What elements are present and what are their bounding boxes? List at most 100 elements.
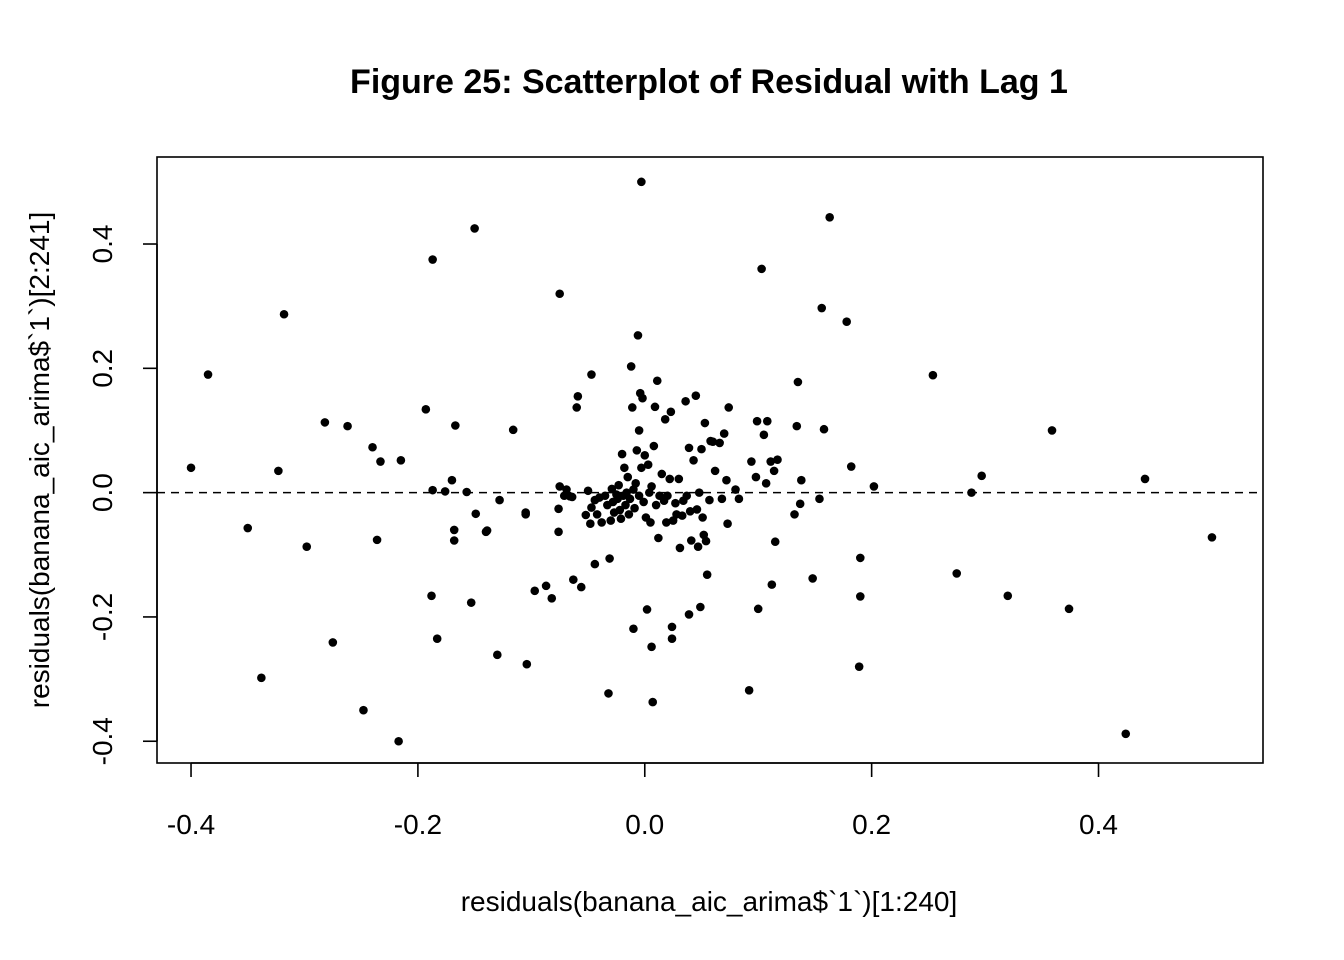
data-point: [757, 264, 766, 274]
data-point: [660, 414, 670, 424]
data-point: [647, 642, 656, 652]
data-point: [665, 474, 675, 484]
data-point: [817, 303, 827, 313]
y-tick-label: 0.0: [87, 473, 118, 512]
data-point: [470, 224, 479, 233]
data-point: [651, 500, 661, 510]
data-point: [734, 494, 744, 504]
data-point: [681, 396, 690, 406]
data-point: [675, 543, 685, 553]
data-point: [432, 634, 442, 643]
data-point: [637, 463, 646, 473]
x-axis-label: residuals(banana_aic_arima$`1`)[1:240]: [461, 886, 958, 917]
data-point: [846, 462, 856, 471]
data-point: [508, 425, 518, 435]
data-point: [952, 569, 962, 578]
data-point: [856, 553, 865, 563]
data-point: [343, 421, 352, 431]
data-point: [427, 591, 436, 601]
data-point: [747, 457, 756, 466]
data-point: [203, 370, 213, 379]
data-point: [243, 523, 253, 533]
data-point: [547, 593, 557, 603]
data-point: [646, 518, 655, 527]
data-point: [328, 638, 338, 647]
data-point: [493, 650, 502, 660]
data-point: [569, 575, 578, 584]
data-point: [652, 376, 662, 386]
y-tick-label: 0.4: [87, 225, 118, 264]
data-point: [629, 624, 638, 634]
data-point: [495, 495, 504, 505]
data-point: [647, 482, 656, 491]
data-point: [723, 519, 732, 529]
data-point: [766, 457, 775, 466]
data-point: [554, 504, 563, 514]
data-point: [186, 463, 196, 473]
y-axis-label: residuals(banana_aic_arima$`1`)[2:241]: [24, 212, 55, 709]
data-point: [1064, 604, 1074, 614]
data-point: [792, 421, 802, 431]
data-point: [428, 255, 437, 264]
data-point: [744, 685, 754, 695]
data-point: [471, 509, 481, 519]
data-point: [257, 673, 266, 683]
data-point: [869, 482, 879, 491]
data-point: [856, 592, 865, 601]
data-point: [421, 405, 431, 414]
data-point: [621, 500, 630, 510]
data-point: [698, 513, 707, 522]
data-point: [708, 437, 718, 446]
data-point: [428, 485, 437, 495]
data-point: [674, 474, 684, 484]
data-point: [797, 475, 806, 485]
data-point: [648, 697, 658, 707]
data-point: [762, 416, 772, 426]
data-point: [692, 505, 702, 514]
data-point: [842, 317, 851, 327]
y-axis: -0.4 -0.2 0.0 0.2 0.4: [87, 225, 158, 765]
data-point: [632, 446, 642, 455]
data-point: [617, 449, 627, 459]
data-point: [627, 403, 637, 412]
data-point: [368, 442, 377, 452]
data-point: [753, 604, 763, 614]
data-point: [623, 472, 633, 482]
data-point: [819, 424, 829, 434]
data-point: [638, 393, 647, 403]
data-point: [1140, 474, 1150, 484]
data-point: [541, 581, 551, 591]
data-point: [562, 485, 571, 494]
data-point: [795, 499, 805, 509]
data-point: [717, 494, 727, 504]
x-axis: -0.4 -0.2 0.0 0.2 0.4: [167, 762, 1118, 840]
data-point: [634, 426, 644, 435]
data-point: [274, 466, 283, 476]
data-point: [600, 491, 610, 501]
data-point: [631, 479, 640, 488]
data-point: [701, 536, 711, 546]
data-point: [722, 475, 731, 485]
data-point: [808, 574, 817, 583]
data-point: [977, 471, 986, 481]
data-point: [462, 487, 471, 497]
data-point: [586, 519, 595, 529]
data-point: [967, 488, 976, 497]
data-point: [689, 456, 698, 465]
data-point: [684, 610, 694, 619]
data-point: [677, 511, 687, 520]
data-point: [605, 554, 614, 563]
data-point: [567, 492, 577, 502]
data-point: [587, 503, 596, 512]
data-point: [769, 466, 779, 476]
data-point: [449, 525, 459, 535]
data-point: [620, 463, 629, 473]
data-point: [702, 570, 712, 579]
data-point: [359, 705, 368, 715]
data-point: [691, 391, 701, 400]
data-point: [815, 494, 824, 504]
data-point: [684, 443, 694, 453]
data-point: [396, 456, 406, 465]
data-point: [320, 418, 330, 427]
data-point: [825, 212, 834, 222]
